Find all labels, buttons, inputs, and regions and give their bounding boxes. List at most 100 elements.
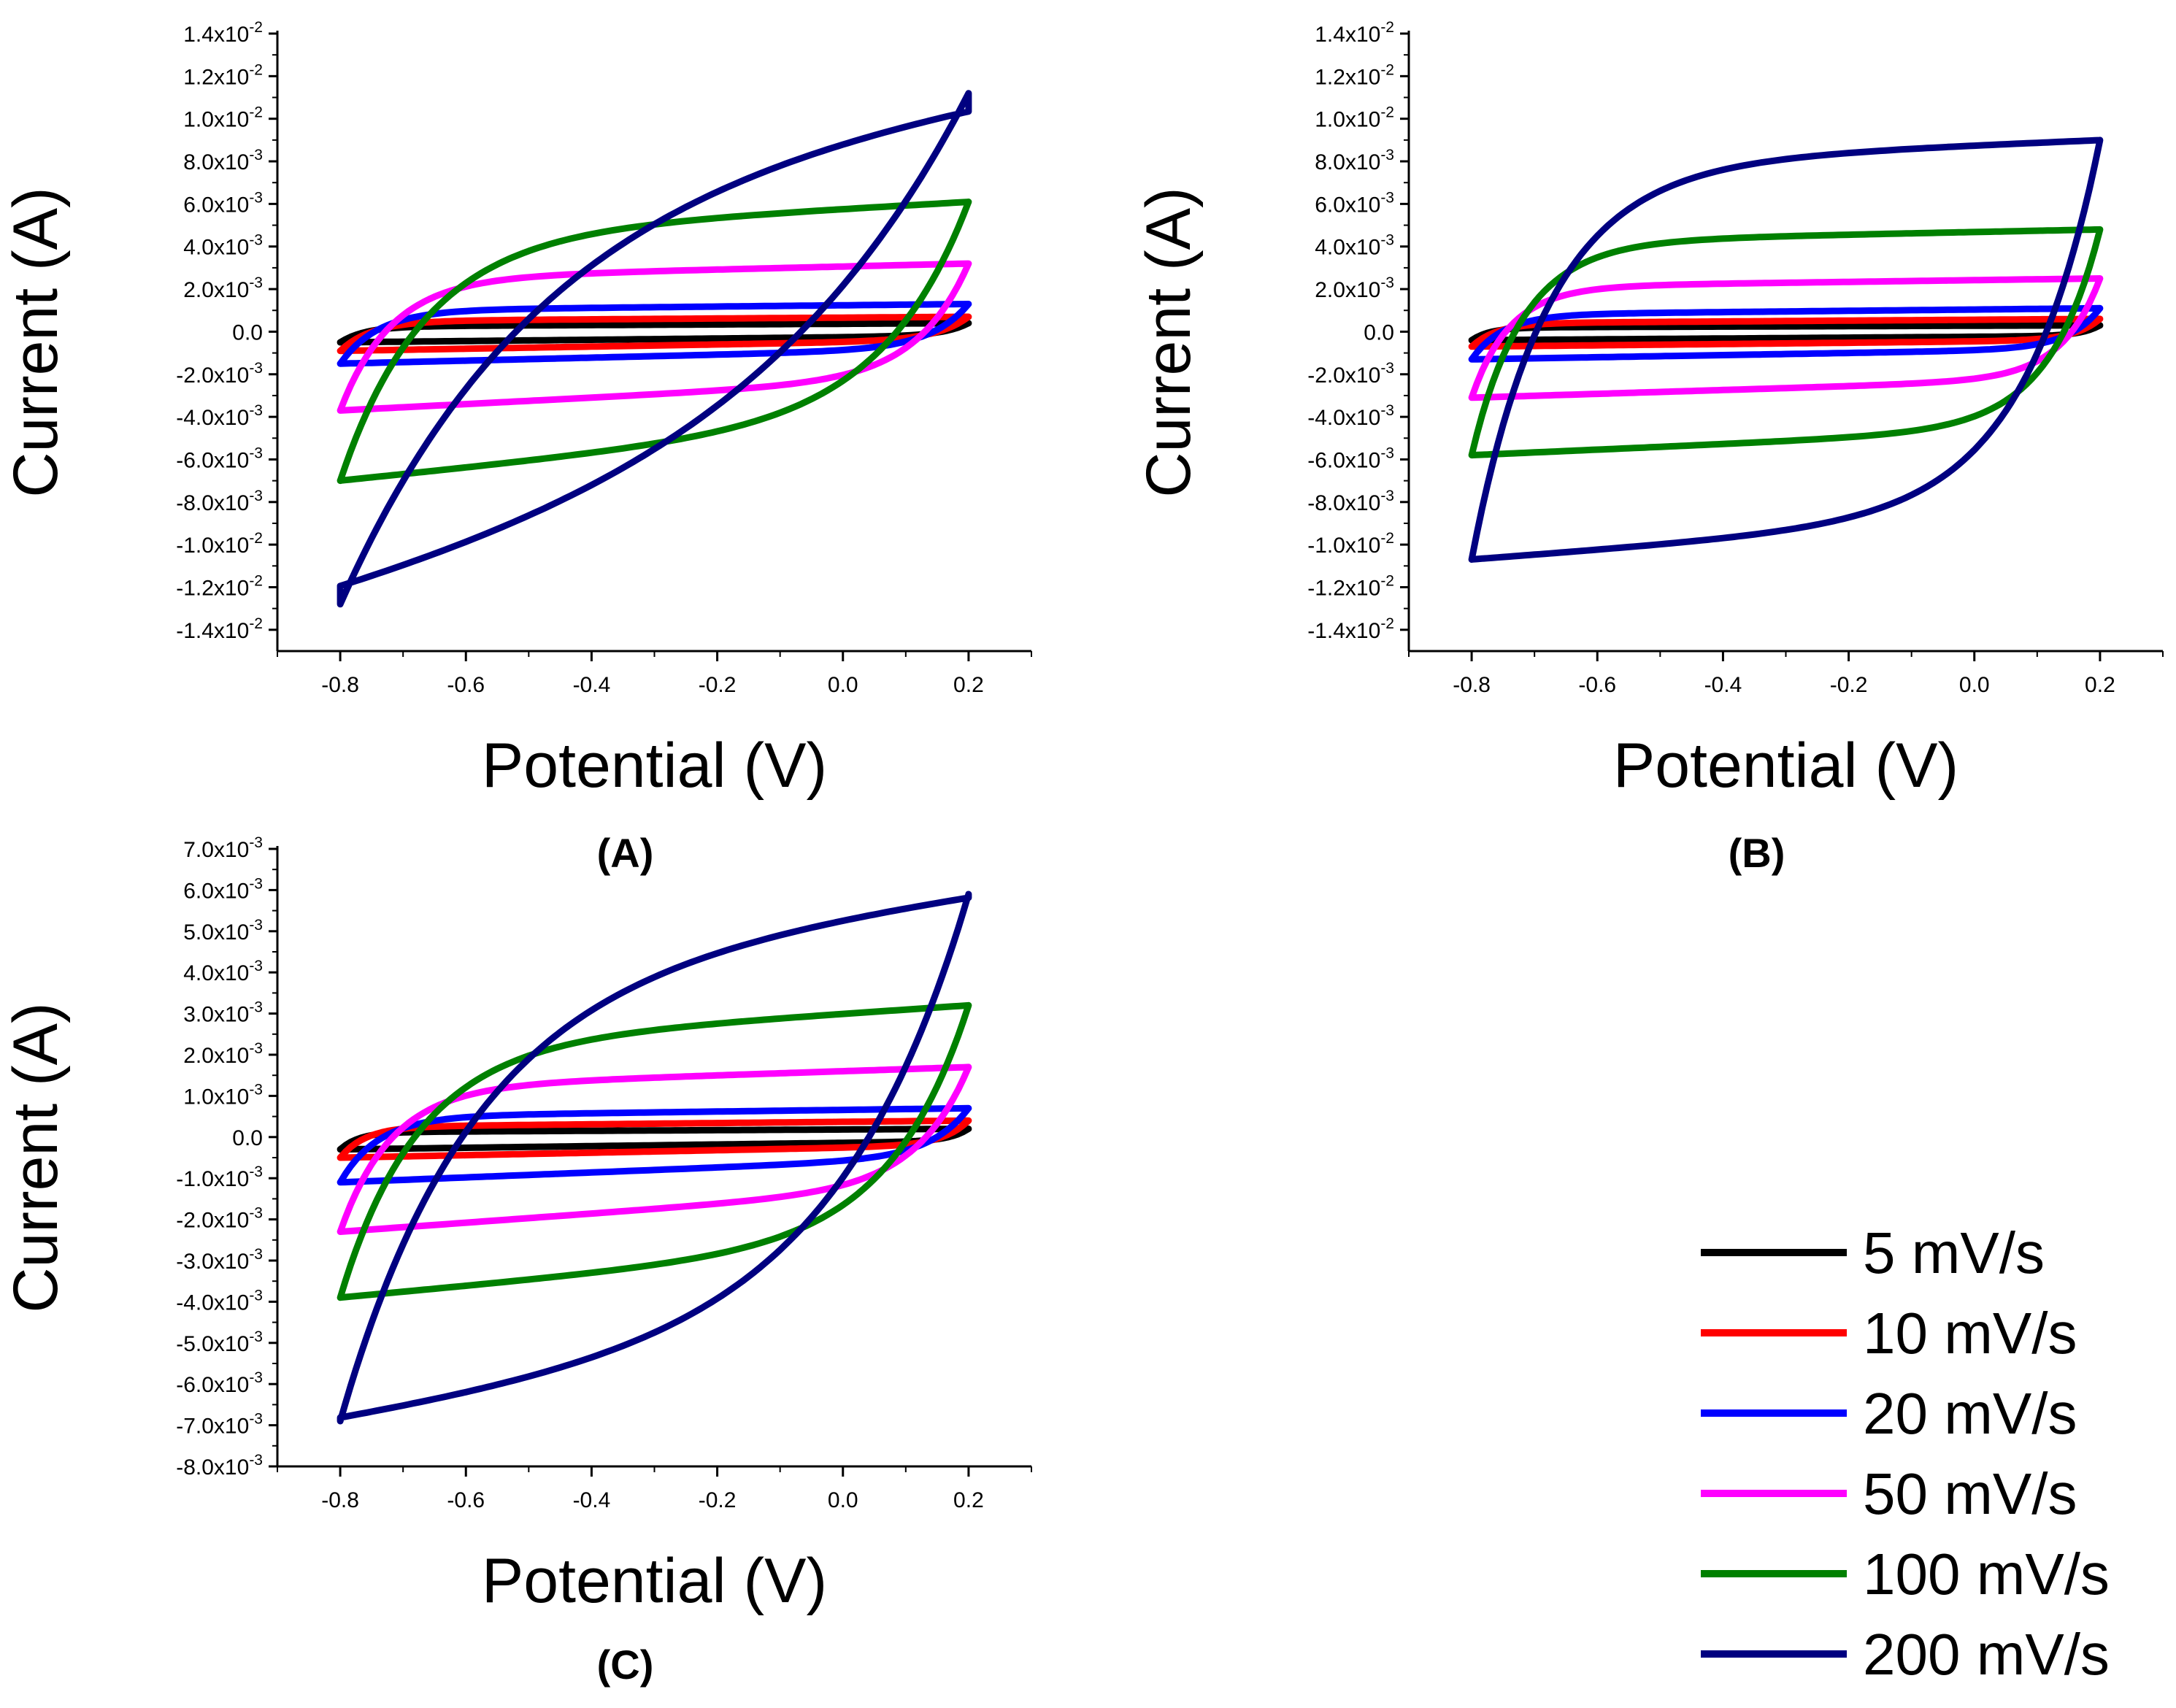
y-tick-label: -4.0x10-3 (1307, 402, 1394, 430)
x-axis-title: Potential (V) (1613, 731, 1958, 801)
y-tick-exponent: -3 (1380, 147, 1394, 164)
y-tick-label: 2.0x10-3 (183, 274, 263, 302)
chart-panel-1: 1.4x10-2 1.2x10-2 1.0x10-2 8.0x10-3 6.0x10-3… (1, 19, 1032, 876)
y-tick-label: 6.0x10-3 (1315, 189, 1394, 217)
y-tick-label: -7.0x10-3 (176, 1411, 263, 1439)
y-tick-exponent: -3 (1380, 402, 1394, 419)
y-tick-label: 1.0x10-2 (183, 104, 263, 132)
y-tick-exponent: -3 (249, 1163, 263, 1180)
legend-item: 5 mV/s (1701, 1220, 2045, 1285)
series-line-10-mv-s (337, 313, 972, 355)
legend-label: 50 mV/s (1863, 1461, 2077, 1526)
x-tick-label: -0.6 (1578, 673, 1616, 697)
y-tick-exponent: -3 (249, 232, 263, 249)
x-tick-label: 0.2 (2085, 673, 2115, 697)
y-tick-exponent: -3 (249, 1287, 263, 1304)
y-tick-label: -6.0x10-3 (1307, 445, 1394, 472)
x-tick-label: -0.6 (447, 673, 485, 697)
y-tick-label: -2.0x10-3 (1307, 360, 1394, 388)
y-tick-exponent: -3 (249, 875, 263, 892)
y-tick-exponent: -3 (249, 147, 263, 164)
y-tick-exponent: -2 (1380, 61, 1394, 78)
y-tick-label: 4.0x10-3 (183, 958, 263, 985)
y-tick-exponent: -3 (1380, 189, 1394, 206)
y-tick-label: 2.0x10-3 (1315, 274, 1394, 302)
y-tick-label: -2.0x10-3 (176, 360, 263, 388)
y-tick-exponent: -3 (249, 488, 263, 504)
y-tick-exponent: -3 (249, 834, 263, 851)
y-tick-label: 1.2x10-2 (1315, 61, 1394, 89)
series-line-5-mv-s (1468, 322, 2104, 344)
legend-item: 10 mV/s (1701, 1301, 2077, 1366)
series-line-10-mv-s (337, 1117, 972, 1161)
y-tick-exponent: -3 (1380, 488, 1394, 504)
x-tick-label: -0.4 (573, 1488, 611, 1512)
y-tick-label: 6.0x10-3 (183, 875, 263, 903)
y-tick-label: 4.0x10-3 (1315, 232, 1394, 260)
legend-item: 50 mV/s (1701, 1461, 2077, 1526)
series-line-20-mv-s (337, 301, 972, 367)
x-tick-label: -0.2 (699, 673, 737, 697)
series-line-50-mv-s (1468, 275, 2104, 401)
legend-item: 200 mV/s (1701, 1622, 2110, 1687)
y-tick-exponent: -3 (1380, 274, 1394, 291)
y-tick-exponent: -2 (249, 104, 263, 121)
y-tick-label: -8.0x10-3 (176, 488, 263, 515)
chart-panel-2: 1.4x10-2 1.2x10-2 1.0x10-2 8.0x10-3 6.0x10-3… (1134, 19, 2164, 876)
y-tick-exponent: -2 (249, 530, 263, 547)
y-tick-exponent: -2 (249, 19, 263, 36)
y-tick-label: 1.4x10-2 (183, 19, 263, 47)
y-tick-label: -5.0x10-3 (176, 1328, 263, 1356)
legend-label: 10 mV/s (1863, 1301, 2077, 1366)
chart-panel-3: 7.0x10-3 6.0x10-3 5.0x10-3 4.0x10-3 3.0x10-3… (1, 834, 1032, 1688)
series-line-10-mv-s (1468, 315, 2104, 350)
y-tick-exponent: -3 (249, 1328, 263, 1345)
y-tick-exponent: -2 (1380, 615, 1394, 632)
x-tick-label: 0.2 (953, 1488, 984, 1512)
y-tick-exponent: -3 (1380, 360, 1394, 377)
y-tick-label: 1.2x10-2 (183, 61, 263, 89)
legend-label: 200 mV/s (1863, 1622, 2110, 1687)
y-tick-label: 5.0x10-3 (183, 917, 263, 945)
legend-label: 20 mV/s (1863, 1381, 2077, 1446)
y-tick-label: -8.0x10-3 (176, 1452, 263, 1480)
x-axis-title: Potential (V) (482, 731, 827, 801)
y-tick-label: 0.0 (232, 1126, 263, 1150)
y-tick-exponent: -3 (249, 999, 263, 1016)
series-line-200-mv-s (1468, 136, 2104, 563)
series-line-50-mv-s (337, 260, 972, 414)
legend-item: 20 mV/s (1701, 1381, 2077, 1446)
series-line-200-mv-s (337, 90, 972, 608)
y-tick-exponent: -2 (249, 61, 263, 78)
x-tick-label: -0.8 (321, 1488, 359, 1512)
y-tick-exponent: -2 (1380, 104, 1394, 121)
x-tick-label: 0.0 (828, 1488, 858, 1512)
y-tick-exponent: -3 (249, 917, 263, 934)
y-tick-label: -1.0x10-3 (176, 1163, 263, 1191)
y-axis-title: Current (A) (1134, 187, 1204, 497)
y-tick-label: 2.0x10-3 (183, 1040, 263, 1068)
panel-label: (B) (1729, 830, 1785, 876)
y-tick-exponent: -3 (1380, 232, 1394, 249)
y-tick-exponent: -3 (249, 958, 263, 974)
y-tick-label: -1.4x10-2 (1307, 615, 1394, 643)
x-tick-label: 0.2 (953, 673, 984, 697)
y-tick-label: 4.0x10-3 (183, 232, 263, 260)
x-tick-label: -0.2 (699, 1488, 737, 1512)
y-tick-label: -2.0x10-3 (176, 1205, 263, 1233)
panel-label: (A) (597, 830, 654, 876)
y-tick-label: 1.0x10-3 (183, 1081, 263, 1109)
x-tick-label: -0.8 (321, 673, 359, 697)
x-axis-title: Potential (V) (482, 1546, 827, 1616)
series-line-50-mv-s (337, 1063, 972, 1235)
y-tick-label: -1.4x10-2 (176, 615, 263, 643)
x-tick-label: 0.0 (1959, 673, 1990, 697)
y-tick-exponent: -3 (249, 1081, 263, 1098)
y-tick-exponent: -2 (1380, 19, 1394, 36)
y-tick-exponent: -3 (249, 1411, 263, 1428)
y-tick-exponent: -3 (249, 1369, 263, 1386)
x-tick-label: -0.4 (1704, 673, 1742, 697)
series-line-100-mv-s (337, 199, 972, 485)
y-tick-label: -4.0x10-3 (176, 402, 263, 430)
